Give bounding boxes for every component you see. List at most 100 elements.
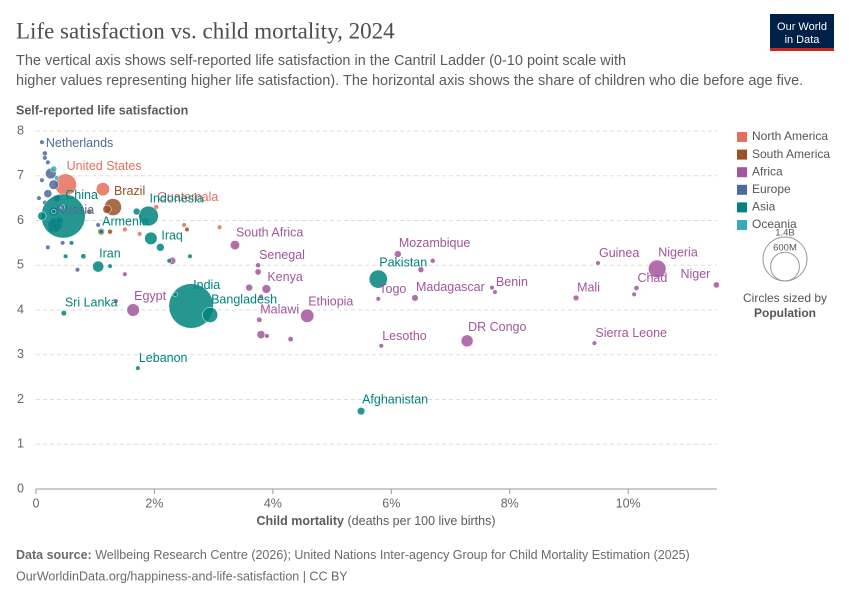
legend-label: Europe [752, 182, 791, 196]
point [460, 334, 474, 348]
point [126, 303, 140, 317]
legend-swatch [737, 149, 747, 160]
point [258, 294, 264, 300]
point [45, 159, 51, 165]
point [107, 228, 113, 235]
point [51, 209, 57, 215]
point-label: Afghanistan [362, 393, 428, 407]
point [202, 307, 219, 323]
point [172, 291, 178, 297]
point [300, 308, 315, 323]
point [42, 150, 48, 157]
legend-swatch [737, 202, 747, 213]
point-label: DR Congo [468, 320, 526, 334]
y-tick-label: 3 [17, 347, 24, 361]
legend-label: Africa [752, 164, 783, 178]
subtitle-line: The vertical axis shows self-reported li… [16, 53, 626, 69]
size-legend-title: Circles sized by [743, 291, 827, 305]
x-tick-label: 0 [33, 496, 40, 510]
point [122, 271, 128, 277]
point [264, 333, 270, 339]
point [713, 281, 720, 289]
point-label: Russia [56, 203, 94, 217]
x-axis-title-unit: (deaths per 100 live births) [348, 514, 496, 528]
point [45, 244, 51, 250]
size-legend-circle [770, 251, 800, 282]
y-tick-label: 6 [17, 213, 24, 227]
x-tick-label: 4% [264, 496, 282, 510]
point [631, 291, 637, 297]
source-text: Wellbeing Research Centre (2026); United… [95, 548, 690, 562]
point [63, 253, 69, 259]
chart-title: Life satisfaction vs. child mortality, 2… [16, 18, 395, 43]
source-label: Data source: [16, 548, 92, 562]
point [86, 208, 93, 215]
point [60, 310, 67, 317]
point [411, 294, 419, 302]
point [591, 340, 597, 346]
point [48, 179, 59, 190]
point [394, 250, 402, 258]
point [256, 316, 263, 323]
point [181, 222, 187, 228]
size-legend-label: 1.4B [775, 228, 795, 239]
point-label: Nigeria [658, 245, 698, 259]
point [595, 260, 601, 266]
point-label: Madagascar [416, 280, 485, 294]
point [357, 407, 366, 416]
source: Data source: Wellbeing Research Centre (… [16, 548, 690, 562]
point [187, 253, 193, 259]
point [68, 240, 75, 246]
point [572, 294, 580, 302]
point [54, 175, 60, 181]
point-label: Guatemala [157, 190, 218, 204]
point [95, 222, 101, 228]
point-label: South Africa [236, 226, 303, 240]
point-label: Senegal [259, 248, 305, 262]
point [39, 177, 45, 183]
point-label: Ethiopia [308, 294, 353, 308]
point [633, 285, 640, 291]
point [430, 258, 436, 264]
point [368, 269, 388, 289]
point-label: United States [67, 159, 142, 173]
point [166, 258, 172, 264]
point-label: Armenia [102, 215, 149, 229]
point [60, 240, 66, 246]
point-label: Egypt [134, 289, 166, 303]
size-legend-variable: Population [754, 306, 816, 320]
point [261, 284, 271, 294]
y-axis-title: Self-reported life satisfaction [16, 103, 188, 117]
point [107, 263, 113, 269]
x-tick-label: 10% [616, 496, 641, 510]
point [256, 330, 266, 339]
point [287, 336, 294, 342]
point [95, 182, 110, 197]
point [39, 139, 45, 145]
point-label: Kenya [267, 270, 302, 284]
point [378, 343, 384, 349]
y-tick-label: 7 [17, 168, 24, 182]
point-label: Sri Lanka [65, 296, 118, 310]
point [122, 226, 128, 232]
point [113, 298, 119, 304]
size-legend-label: 600M [773, 243, 797, 254]
logo-text: Our World [777, 21, 827, 33]
y-tick-label: 0 [17, 481, 24, 495]
point-label: Netherlands [46, 136, 113, 150]
point [132, 207, 141, 216]
point [135, 365, 141, 371]
y-tick-label: 1 [17, 437, 24, 451]
point [648, 259, 667, 278]
point [50, 165, 58, 173]
point-label: Iran [99, 246, 121, 260]
point [137, 231, 143, 237]
point [98, 229, 104, 235]
point-label: Lebanon [139, 351, 188, 365]
y-tick-label: 8 [17, 123, 24, 137]
legend-label: North America [752, 129, 828, 143]
point [417, 266, 425, 273]
legend-swatch [737, 184, 747, 195]
point [245, 283, 253, 292]
point-label: Guinea [599, 246, 639, 260]
